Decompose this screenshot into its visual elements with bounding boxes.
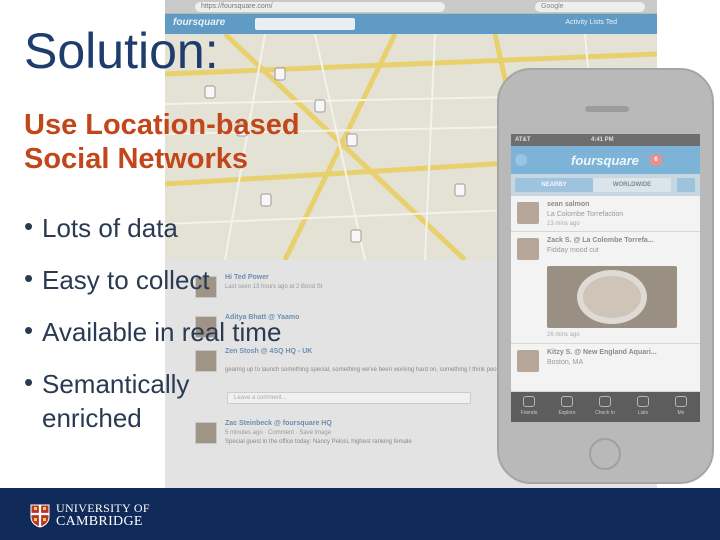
feed-item: Zac Steinbeck @ foursquare HQ 5 minutes … [195,420,495,460]
university-name-line1: UNIVERSITY OF [56,501,150,515]
bullet-text: Available in real time [42,317,282,347]
feed-item-name: Zen Stosh @ 4SQ HQ - UK [225,348,313,355]
feed-item: Aditya Bhatt @ Yaamo [195,314,495,354]
home-button [589,438,621,470]
foursquare-logo: foursquare [571,153,639,168]
checkin-time: 13 mins ago [547,221,580,227]
avatar [517,238,539,260]
avatar [195,422,217,444]
checkin-row: sean salmon La Colombe Torrefaction 13 m… [511,196,700,232]
phone-screen: AT&T 4:41 PM foursquare 6 NEARBY WORLDWI… [511,134,700,422]
map-icon [677,178,695,192]
avatar [195,350,217,372]
coffee-cup-image [577,270,647,324]
browser-url-field: https://foursquare.com/ [195,2,445,12]
feed-item-meta: 5 minutes ago · Comment · Save image [225,430,332,436]
subtitle-line: Social Networks [24,143,249,175]
bullet-marker: • [24,367,34,397]
explore-icon [561,396,573,407]
feed-item-name: Zac Steinbeck @ foursquare HQ [225,420,332,427]
feed-item-text: gearing up to launch something special, … [225,367,528,373]
checkin-location: La Colombe Torrefaction [547,211,624,218]
phone-tab-switcher: NEARBY WORLDWIDE [511,174,700,196]
bullet-marker: • [24,263,34,293]
slide-content: Solution: Use Location-based Social Netw… [24,23,300,433]
foursquare-logo: foursquare [173,17,226,28]
checkin-name: Zack S. @ La Colombe Torrefa... [547,237,654,244]
slide-title: Solution: [24,23,219,79]
comment-input: Leave a comment... [227,392,471,404]
feed-item: Hi Ted Power Last seen 13 hours ago at 2… [195,274,495,314]
checkin-location: Boston, MA [547,359,584,366]
checkin-icon [599,396,611,407]
phone-app-header: foursquare 6 [511,146,700,174]
feed-item: Zen Stosh @ 4SQ HQ - UK gearing up to la… [195,348,527,388]
avatar [517,350,539,372]
checkin-time: 26 mins ago [547,332,580,338]
browser-search-field: Google [535,2,645,12]
checkin-name: sean salmon [547,201,590,208]
checkin-location: Fidday mood cut [547,247,599,254]
slide-subtitle: Use Location-based Social Networks [24,108,300,176]
avatar [195,276,217,298]
tabbar-explore: Explore [558,410,576,416]
checkin-row: Kitzy S. @ New England Aquari... Boston,… [511,344,700,392]
phone-tab-bar: Friends Explore Check In Lists Me [511,392,700,422]
tabbar-friends: Friends [520,410,538,416]
university-name-line2: CAMBRIDGE [56,514,143,529]
phone-speaker [585,106,629,112]
avatar [517,202,539,224]
feed-item-name: Aditya Bhatt @ Yaamo [225,314,300,321]
tabbar-me: Me [677,410,685,416]
university-footer [0,488,720,540]
foursquare-nav: Activity Lists Ted [565,19,617,26]
phone-status-bar: AT&T 4:41 PM [511,134,700,146]
friends-icon [523,396,535,407]
smartphone: AT&T 4:41 PM foursquare 6 NEARBY WORLDWI… [497,68,714,484]
tabbar-checkin: Check In [595,410,615,416]
bullet-marker: • [24,315,34,345]
checkin-row: Zack S. @ La Colombe Torrefa... Fidday m… [511,232,700,344]
tab-nearby: NEARBY [515,178,593,192]
subtitle-line: Use Location-based [24,109,300,141]
bullet-marker: • [24,211,34,241]
bullet-text: Lots of data [42,213,178,243]
tabbar-lists: Lists [637,410,649,416]
notification-badge: 6 [650,155,662,165]
carrier-label: AT&T [515,137,531,143]
lists-icon [637,396,649,407]
checkin-photo [547,266,677,328]
avatar [195,316,217,338]
feed-item-meta: Last seen 13 hours ago at 2 Bond St [225,284,323,290]
bullet-text: Semantically enriched [42,369,190,433]
bullet-text: Easy to collect [42,265,210,295]
profile-icon [675,396,687,407]
tab-worldwide: WORLDWIDE [593,178,671,192]
feed-item-name: Hi Ted Power [225,274,269,281]
browser-toolbar: https://foursquare.com/ Google [165,0,657,14]
foursquare-web-header: foursquare Activity Lists Ted [165,14,657,34]
university-name: UNIVERSITY OF CAMBRIDGE [56,501,150,529]
cambridge-crest-icon [30,504,50,528]
feed-item-text: Special guest in the office today: Nancy… [225,439,412,445]
foursquare-search-box [255,18,355,30]
clock-label: 4:41 PM [591,137,614,143]
back-icon [515,154,527,166]
checkin-name: Kitzy S. @ New England Aquari... [547,349,657,356]
